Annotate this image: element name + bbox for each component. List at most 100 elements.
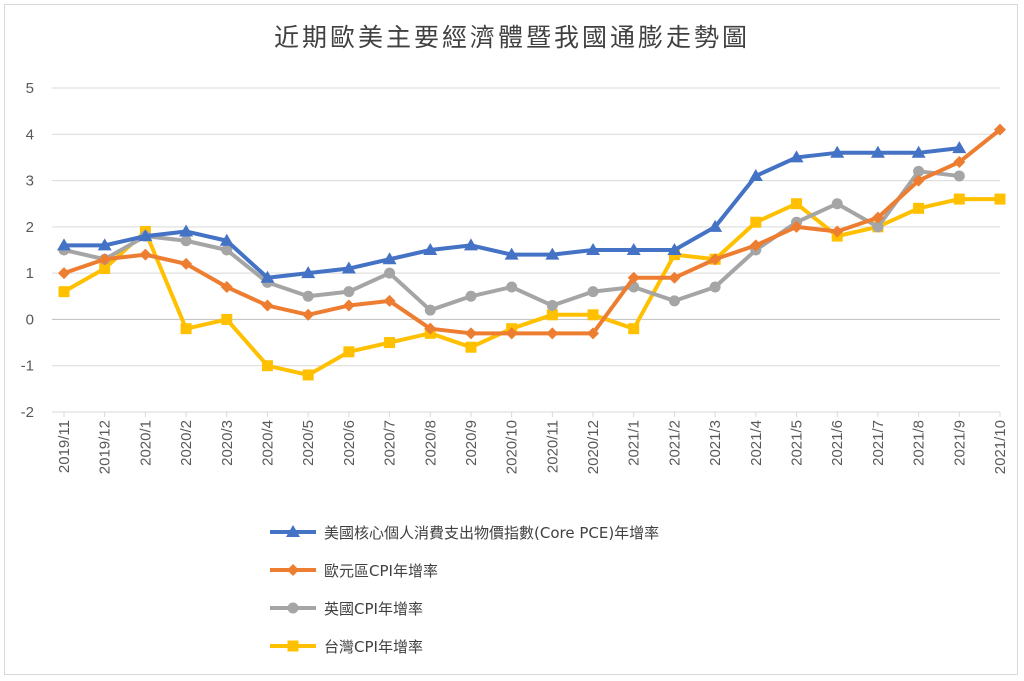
- data-point: [953, 170, 965, 182]
- data-point: [913, 165, 925, 177]
- x-axis: 2019/11 2019/12 2020/1 2020/2 2020/3 2020/4 20…: [56, 412, 1009, 474]
- data-point: [546, 309, 558, 321]
- data-point: [342, 299, 355, 312]
- data-point: [506, 281, 518, 293]
- y-tick-label: 1: [26, 265, 34, 282]
- data-point: [831, 198, 843, 210]
- data-point: [667, 243, 682, 255]
- chart-title: 近期歐美主要經濟體暨我國通膨走勢圖: [273, 23, 750, 52]
- data-point: [587, 286, 599, 298]
- x-tick-label: 2020/5: [300, 420, 317, 466]
- y-tick-label: 3: [26, 173, 34, 190]
- legend-label: 英國CPI年增率: [324, 600, 423, 618]
- x-tick-label: 2020/8: [422, 420, 439, 466]
- data-point: [139, 248, 152, 261]
- x-tick-label: 2020/3: [219, 420, 236, 466]
- data-point: [219, 233, 234, 246]
- legend-marker: [287, 564, 299, 576]
- x-tick-label: 2021/6: [829, 420, 846, 466]
- legend-label: 歐元區CPI年增率: [324, 562, 438, 580]
- data-point: [343, 346, 355, 358]
- data-point: [384, 337, 396, 349]
- gridlines: [52, 87, 1000, 413]
- data-point: [260, 270, 275, 283]
- plot-area: [57, 123, 1006, 381]
- series-1: [58, 123, 1006, 340]
- data-point: [871, 211, 884, 224]
- series-line: [62, 127, 1002, 336]
- legend-marker: [287, 640, 299, 652]
- data-point: [709, 281, 721, 293]
- data-point: [261, 299, 274, 312]
- data-point: [546, 327, 559, 340]
- data-point: [626, 243, 641, 255]
- data-point: [179, 224, 194, 237]
- x-tick-label: 2021/9: [951, 420, 968, 466]
- data-point: [261, 360, 273, 372]
- data-point: [384, 267, 396, 279]
- data-point: [138, 229, 153, 242]
- data-point: [668, 271, 681, 284]
- x-tick-label: 2020/7: [382, 420, 399, 466]
- data-point: [424, 322, 437, 335]
- data-point: [505, 327, 518, 340]
- data-point: [952, 141, 967, 154]
- y-axis: -2 -1 0 1 2 3 4 5: [21, 80, 34, 421]
- data-point: [58, 267, 70, 280]
- data-point: [341, 261, 356, 274]
- legend-entry: 美國核心個人消費支出物價指數(Core PCE)年增率: [270, 524, 659, 542]
- legend-entry: 英國CPI年增率: [270, 600, 423, 618]
- x-tick-label: 2020/6: [341, 420, 358, 466]
- data-point: [463, 238, 478, 251]
- x-tick-label: 2020/4: [259, 420, 276, 466]
- legend-entry: 台灣CPI年增率: [270, 638, 423, 656]
- x-tick-label: 2021/4: [748, 420, 765, 466]
- data-point: [545, 247, 560, 260]
- series-line: [62, 197, 1002, 377]
- data-point: [750, 216, 762, 228]
- data-point: [627, 271, 640, 284]
- data-point: [383, 294, 396, 307]
- data-point: [708, 219, 723, 232]
- data-point: [99, 263, 111, 275]
- data-point: [464, 327, 477, 340]
- data-point: [97, 238, 112, 251]
- y-tick-label: -1: [21, 358, 34, 375]
- y-tick-label: -2: [21, 404, 34, 421]
- data-point: [504, 247, 519, 260]
- data-point: [546, 300, 558, 312]
- data-point: [424, 304, 436, 316]
- y-tick-label: 5: [26, 80, 34, 97]
- y-tick-label: 0: [26, 311, 34, 328]
- data-point: [302, 290, 314, 302]
- data-point: [343, 286, 355, 298]
- data-point: [302, 369, 314, 381]
- x-tick-label: 2021/3: [707, 420, 724, 466]
- x-tick-label: 2021/5: [789, 420, 806, 466]
- data-point: [749, 239, 762, 252]
- chart-frame: [4, 4, 1018, 675]
- data-point: [911, 145, 926, 158]
- x-tick-label: 2020/10: [504, 420, 521, 474]
- y-tick-label: 4: [26, 126, 34, 143]
- x-tick-label: 2019/11: [56, 420, 73, 473]
- x-tick-label: 2021/7: [870, 420, 887, 466]
- x-tick-label: 2021/8: [911, 420, 928, 466]
- data-point: [709, 253, 722, 266]
- data-point: [423, 243, 438, 255]
- data-point: [668, 295, 680, 307]
- data-point: [994, 123, 1006, 136]
- series-0: [57, 141, 967, 283]
- data-point: [587, 309, 599, 321]
- data-point: [912, 174, 925, 187]
- data-point: [382, 252, 397, 265]
- x-tick-label: 2019/12: [97, 420, 114, 474]
- data-point: [180, 235, 192, 247]
- data-point: [953, 156, 966, 169]
- data-point: [790, 220, 803, 233]
- legend-label: 台灣CPI年增率: [324, 638, 423, 656]
- x-tick-label: 2020/9: [463, 420, 480, 466]
- data-point: [628, 323, 640, 335]
- series-2: [58, 165, 965, 316]
